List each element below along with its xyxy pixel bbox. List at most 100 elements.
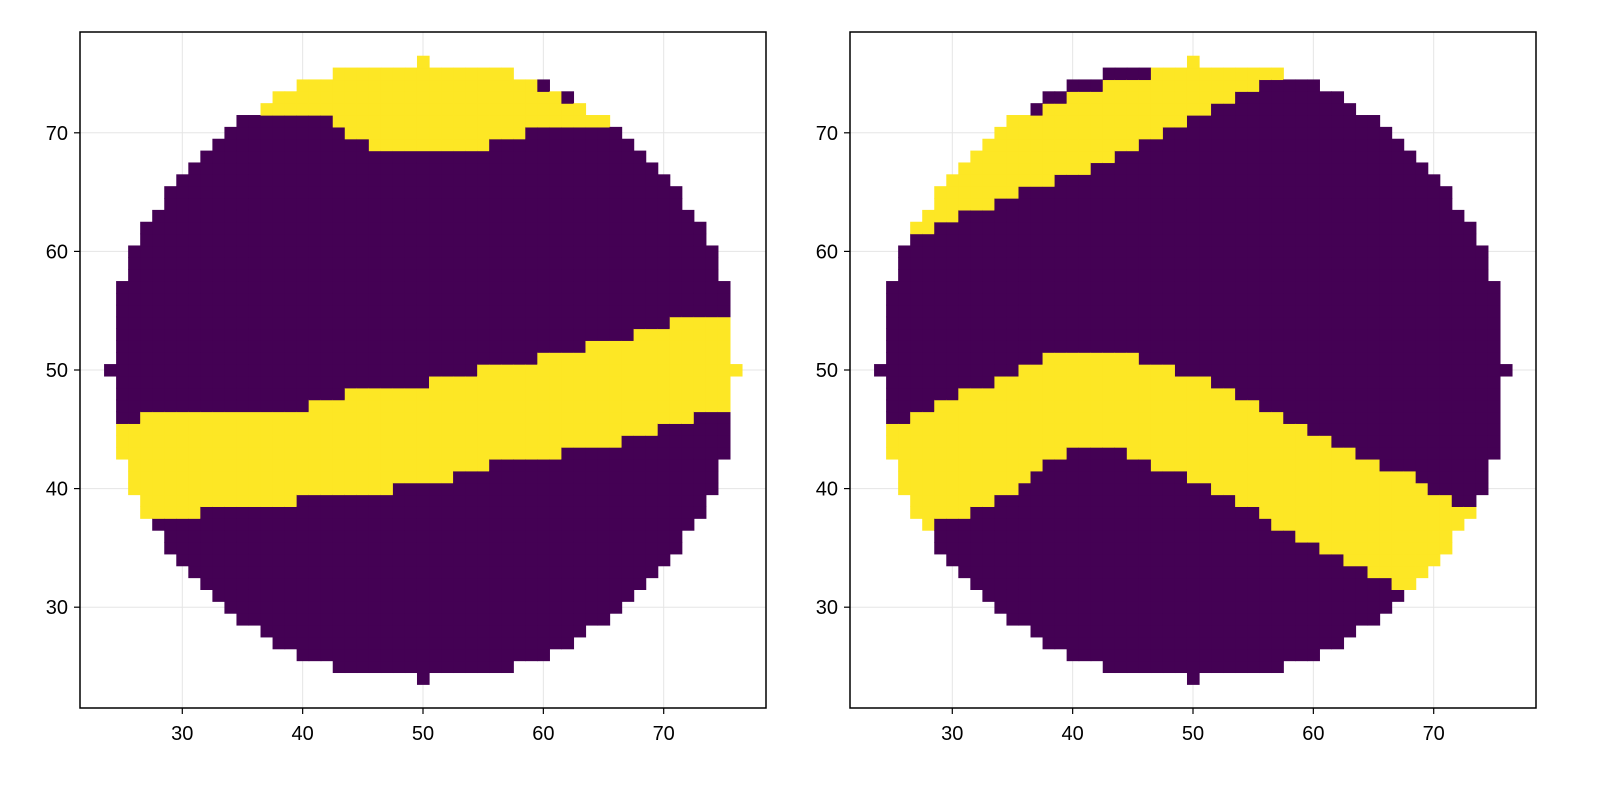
heatmap-cell-high xyxy=(1126,411,1140,424)
heatmap-cell-low xyxy=(1307,209,1320,223)
heatmap-cell-low xyxy=(1030,340,1044,353)
heatmap-cell-low xyxy=(1078,281,1092,294)
heatmap-cell-low xyxy=(296,221,310,235)
heatmap-cell-low xyxy=(368,233,382,247)
heatmap-cell-high xyxy=(140,435,153,448)
heatmap-cell-low xyxy=(1042,316,1056,330)
heatmap-cell-high xyxy=(188,411,201,424)
heatmap-cell-low xyxy=(633,518,647,531)
heatmap-cell-low xyxy=(1018,518,1032,531)
heatmap-cell-low xyxy=(1379,316,1393,330)
heatmap-cell-low xyxy=(236,162,250,175)
heatmap-cell-high xyxy=(898,470,911,484)
heatmap-cell-low xyxy=(573,624,587,638)
heatmap-cell-low xyxy=(441,648,454,662)
heatmap-cell-high xyxy=(1343,482,1357,496)
heatmap-cell-low xyxy=(1162,257,1176,270)
heatmap-cell-high xyxy=(1174,435,1188,448)
heatmap-cell-low xyxy=(994,221,1008,235)
heatmap-cell-low xyxy=(1223,340,1236,353)
heatmap-cell-low xyxy=(1367,411,1381,424)
heatmap-cell-high xyxy=(152,482,165,496)
heatmap-cell-low xyxy=(1331,636,1345,650)
heatmap-cell-low xyxy=(1247,304,1260,318)
heatmap-cell-high xyxy=(970,470,983,484)
heatmap-cell-high xyxy=(1379,494,1393,507)
heatmap-cell-low xyxy=(1295,589,1308,602)
heatmap-cell-low xyxy=(1078,340,1092,353)
heatmap-cell-low xyxy=(1066,601,1080,614)
heatmap-cell-low xyxy=(176,352,189,365)
heatmap-cell-low xyxy=(597,186,611,199)
heatmap-cell-low xyxy=(356,636,370,650)
heatmap-cell-high xyxy=(958,482,971,496)
heatmap-cell-low xyxy=(416,565,430,579)
heatmap-cell-low xyxy=(1271,364,1284,377)
heatmap-cell-high xyxy=(994,387,1008,401)
heatmap-cell-low xyxy=(404,577,418,590)
heatmap-cell-high xyxy=(958,186,971,199)
heatmap-cell-low xyxy=(272,601,286,614)
heatmap-cell-high xyxy=(489,126,502,140)
heatmap-cell-high xyxy=(1126,126,1140,140)
heatmap-cell-low xyxy=(1439,352,1453,365)
heatmap-cell-low xyxy=(332,530,346,543)
heatmap-cell-high xyxy=(1247,458,1260,472)
heatmap-cell-low xyxy=(1211,506,1224,519)
heatmap-cell-high xyxy=(332,482,346,496)
heatmap-cell-low xyxy=(140,328,153,341)
heatmap-cell-low xyxy=(164,541,177,555)
heatmap-cell-low xyxy=(1042,186,1056,199)
heatmap-cell-low xyxy=(453,613,466,626)
heatmap-cell-high xyxy=(1114,364,1128,377)
heatmap-cell-low xyxy=(1379,577,1393,590)
heatmap-cell-low xyxy=(200,245,213,258)
heatmap-cell-low xyxy=(513,292,526,306)
heatmap-cell-low xyxy=(320,624,334,638)
heatmap-cell-low xyxy=(224,352,238,365)
heatmap-cell-high xyxy=(657,387,671,401)
heatmap-cell-low xyxy=(1211,186,1224,199)
heatmap-cell-low xyxy=(1223,364,1236,377)
heatmap-cell-low xyxy=(284,340,298,353)
heatmap-cell-low xyxy=(260,292,274,306)
heatmap-cell-low xyxy=(1066,233,1080,247)
heatmap-cell-low xyxy=(404,553,418,567)
heatmap-cell-low xyxy=(633,292,647,306)
heatmap-cell-low xyxy=(308,340,322,353)
heatmap-cell-low xyxy=(356,245,370,258)
heatmap-cell-low xyxy=(284,613,298,626)
heatmap-cell-high xyxy=(188,470,201,484)
heatmap-cell-low xyxy=(356,589,370,602)
heatmap-cell-high xyxy=(1018,411,1032,424)
heatmap-cell-low xyxy=(597,209,611,223)
heatmap-cell-high xyxy=(729,364,743,377)
heatmap-cell-low xyxy=(429,613,442,626)
heatmap-cell-low xyxy=(1138,494,1152,507)
heatmap-cell-low xyxy=(1319,352,1333,365)
heatmap-cell-low xyxy=(970,340,983,353)
heatmap-cell-low xyxy=(681,458,695,472)
heatmap-cell-low xyxy=(212,518,226,531)
heatmap-cell-low xyxy=(453,470,466,484)
heatmap-cell-low xyxy=(657,233,671,247)
heatmap-cell-low xyxy=(236,613,250,626)
heatmap-cell-low xyxy=(260,126,274,140)
heatmap-cell-low xyxy=(1355,257,1369,270)
heatmap-cell-low xyxy=(1150,589,1164,602)
heatmap-cell-high xyxy=(296,435,310,448)
heatmap-cell-high xyxy=(1078,150,1092,164)
heatmap-cell-high xyxy=(1343,494,1357,507)
heatmap-cell-low xyxy=(1211,126,1224,140)
heatmap-cell-low xyxy=(1211,245,1224,258)
heatmap-cell-low xyxy=(296,530,310,543)
heatmap-cell-high xyxy=(1427,541,1441,555)
heatmap-cell-low xyxy=(1307,387,1320,401)
heatmap-cell-low xyxy=(1235,257,1248,270)
heatmap-cell-low xyxy=(224,162,238,175)
heatmap-cell-high xyxy=(1066,411,1080,424)
heatmap-cell-low xyxy=(320,601,334,614)
heatmap-cell-high xyxy=(1235,411,1248,424)
heatmap-cell-low xyxy=(994,565,1008,579)
heatmap-cell-high xyxy=(645,423,659,436)
